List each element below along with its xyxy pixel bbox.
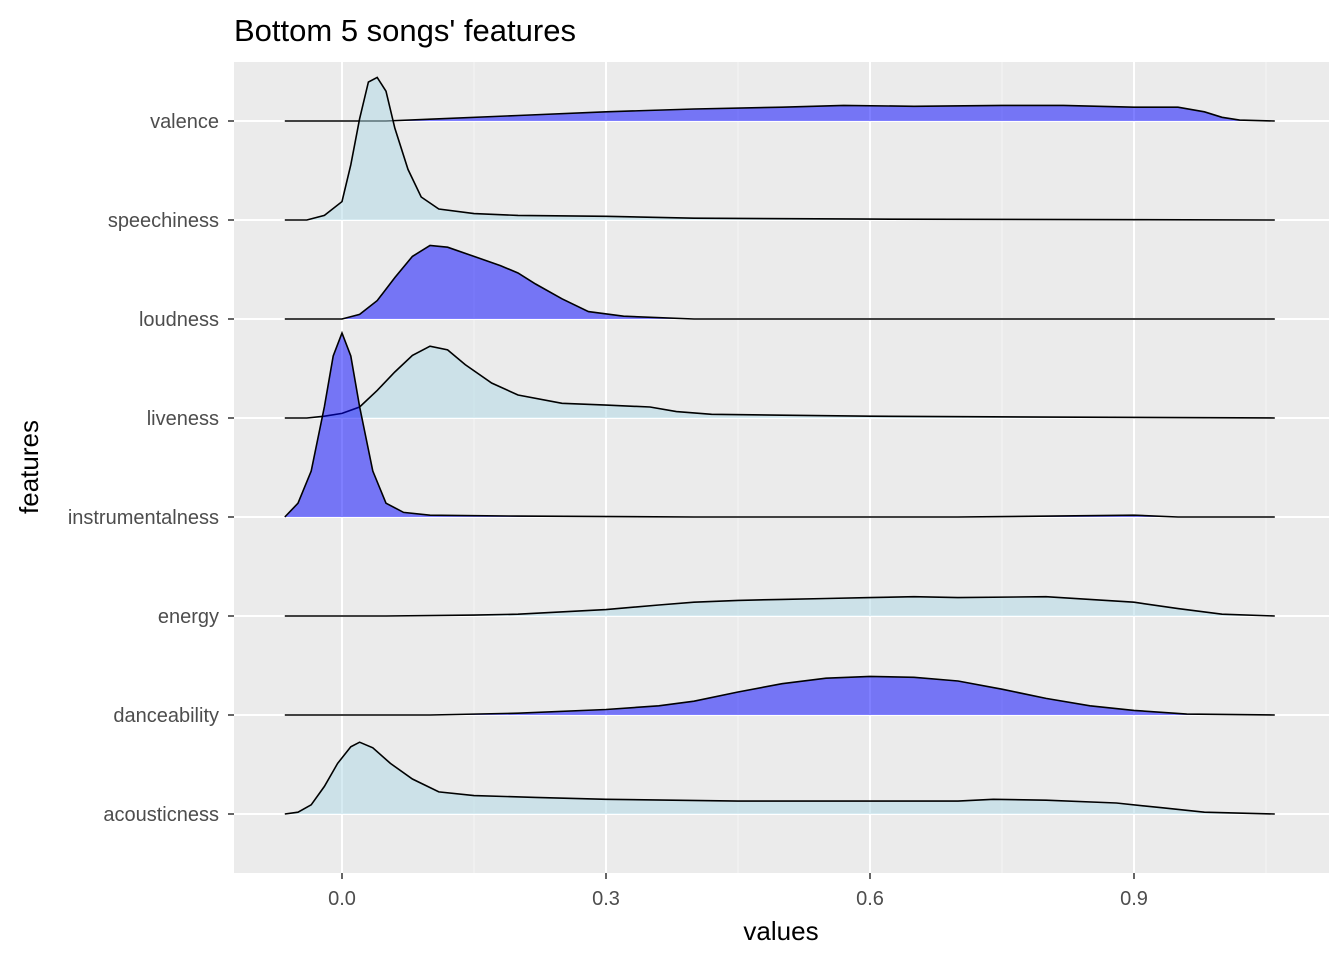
ridge-area-danceability [284,676,1275,715]
x-axis: 0.0 0.3 0.6 0.9 [328,873,1148,910]
y-tick-label: instrumentalness [68,507,219,529]
ridge-line-speechiness [284,76,1275,221]
ridge-line-loudness [284,244,1275,320]
y-axis-title: features [14,420,44,514]
ridge-line-instrumentalness [284,330,1275,518]
ridge-area-acousticness [284,742,1275,814]
y-tick-label: liveness [147,408,219,430]
chart-title: Bottom 5 songs' features [234,13,576,48]
y-tick-label: loudness [139,309,219,331]
ridge-line-valence [284,104,1275,122]
x-tick-label: 0.3 [592,888,620,910]
y-tick-label: energy [158,606,219,628]
x-tick-label: 0.6 [856,888,884,910]
ridge-area-energy [284,596,1275,616]
ridge-line-energy [284,595,1275,617]
ridges [284,76,1275,815]
y-tick-label: acousticness [103,804,219,826]
y-axis: acousticness danceability energy instrument… [68,111,234,826]
ridge-area-speechiness [284,77,1275,221]
ridge-area-liveness [284,346,1275,418]
ridge-line-acousticness [284,741,1275,815]
y-tick-label: speechiness [108,210,219,232]
ridge-area-valence [284,105,1275,121]
ridge-line-danceability [284,675,1275,716]
x-tick-label: 0.9 [1120,888,1148,910]
y-tick-label: danceability [113,705,219,727]
ridge-area-loudness [284,245,1275,319]
x-axis-title: values [743,916,818,946]
x-tick-label: 0.0 [328,888,356,910]
y-tick-label: valence [150,111,219,133]
